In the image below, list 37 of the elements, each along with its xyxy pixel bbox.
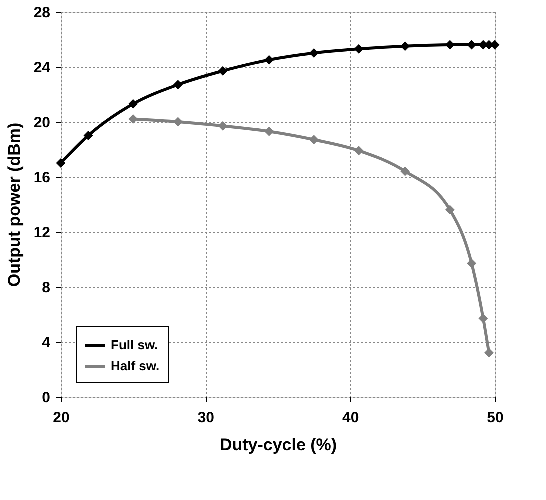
x-tick-label: 50: [487, 410, 504, 426]
legend-label: Half sw.: [111, 358, 160, 374]
point: [309, 135, 319, 145]
point: [173, 117, 183, 127]
x-tick-label: 30: [198, 410, 215, 426]
point: [173, 80, 183, 90]
point: [264, 126, 274, 136]
y-tick-label: 20: [34, 114, 50, 132]
point: [478, 314, 488, 324]
y-tick-label: 8: [42, 280, 50, 296]
point: [218, 121, 228, 131]
point: [354, 44, 364, 54]
x-tick-label: 40: [342, 410, 360, 426]
y-tick-label: 4: [42, 334, 52, 352]
point: [218, 66, 228, 76]
point: [400, 42, 410, 52]
point: [56, 158, 66, 168]
point: [467, 258, 477, 268]
y-axis-title: Output power (dBm): [4, 122, 24, 288]
y-tick-label: 12: [34, 224, 50, 242]
point: [309, 48, 319, 58]
point: [354, 146, 364, 156]
x-axis-title: Duty-cycle (%): [220, 436, 338, 454]
point: [264, 55, 274, 65]
y-tick-label: 28: [34, 4, 50, 22]
point: [484, 348, 494, 358]
x-tick-label: 20: [53, 410, 70, 426]
point: [400, 166, 410, 176]
point: [84, 131, 94, 140]
point: [445, 205, 455, 215]
point: [445, 40, 455, 50]
point: [128, 99, 138, 109]
y-tick-label: 24: [34, 60, 52, 76]
y-tick-label: 0: [42, 390, 50, 406]
point: [128, 114, 138, 124]
legend-label: Full sw.: [111, 338, 158, 352]
y-tick-label: 16: [34, 170, 50, 186]
